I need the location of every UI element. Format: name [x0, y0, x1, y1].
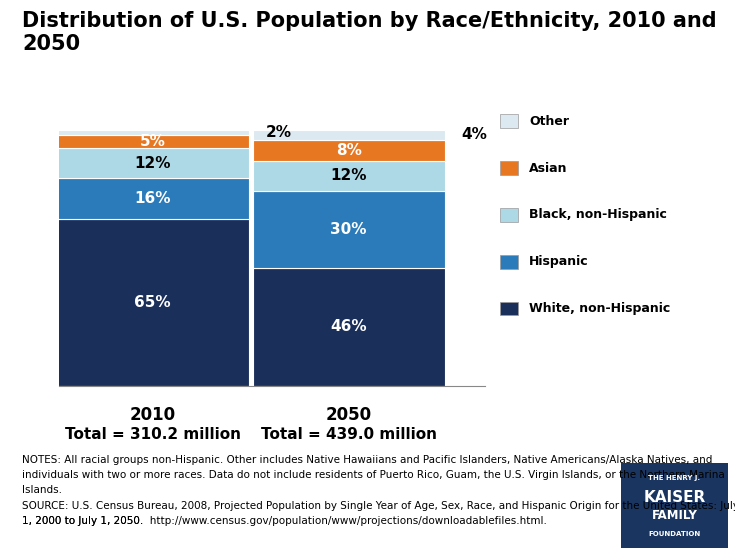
Text: Hispanic: Hispanic: [529, 255, 589, 268]
Text: 2%: 2%: [265, 125, 292, 140]
Text: Islands.: Islands.: [22, 485, 62, 495]
Text: 8%: 8%: [336, 143, 362, 158]
Text: 46%: 46%: [330, 320, 367, 334]
Text: THE HENRY J.: THE HENRY J.: [648, 475, 700, 481]
Text: 2010: 2010: [129, 406, 176, 424]
Text: 1, 2000 to July 1, 2050.  http://www.census.gov/population/www/projections/downl: 1, 2000 to July 1, 2050. http://www.cens…: [22, 516, 547, 526]
Bar: [57, 179, 248, 219]
Bar: [253, 191, 445, 268]
Text: 4%: 4%: [462, 127, 487, 143]
Bar: [253, 268, 445, 386]
Text: FAMILY: FAMILY: [651, 509, 698, 522]
Bar: [57, 135, 248, 148]
Bar: [57, 148, 248, 179]
Text: Total = 310.2 million: Total = 310.2 million: [65, 426, 240, 442]
Text: 16%: 16%: [135, 191, 171, 207]
Text: 30%: 30%: [331, 222, 367, 237]
Bar: [57, 219, 248, 386]
Text: 2050: 2050: [326, 406, 372, 424]
Text: Asian: Asian: [529, 161, 567, 175]
Text: FOUNDATION: FOUNDATION: [648, 531, 700, 537]
Text: Black, non-Hispanic: Black, non-Hispanic: [529, 208, 667, 222]
Text: 65%: 65%: [135, 295, 171, 310]
Text: NOTES: All racial groups non-Hispanic. Other includes Native Hawaiians and Pacif: NOTES: All racial groups non-Hispanic. O…: [22, 455, 712, 464]
Bar: [253, 140, 445, 160]
Text: Other: Other: [529, 115, 569, 128]
Bar: [253, 160, 445, 191]
Text: individuals with two or more races. Data do not include residents of Puerto Rico: individuals with two or more races. Data…: [22, 470, 725, 480]
Text: 12%: 12%: [331, 169, 367, 183]
Text: KAISER: KAISER: [643, 489, 706, 505]
Text: 12%: 12%: [135, 155, 171, 171]
Text: 5%: 5%: [140, 134, 165, 149]
Bar: [253, 130, 445, 140]
Bar: [57, 130, 248, 135]
Text: 1, 2000 to July 1, 2050.: 1, 2000 to July 1, 2050.: [22, 516, 150, 526]
Text: SOURCE: U.S. Census Bureau, 2008, Projected Population by Single Year of Age, Se: SOURCE: U.S. Census Bureau, 2008, Projec…: [22, 501, 735, 511]
Text: Total = 439.0 million: Total = 439.0 million: [261, 426, 437, 442]
Text: Distribution of U.S. Population by Race/Ethnicity, 2010 and
2050: Distribution of U.S. Population by Race/…: [22, 11, 717, 54]
Text: White, non-Hispanic: White, non-Hispanic: [529, 302, 670, 315]
